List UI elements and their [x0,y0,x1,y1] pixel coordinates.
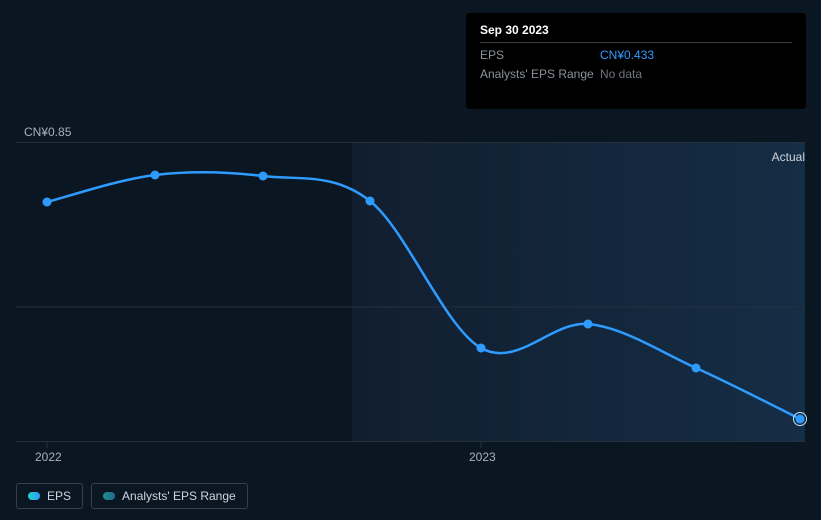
line-chart[interactable] [16,142,805,442]
tooltip-row-range: Analysts' EPS Range No data [480,62,792,81]
legend: EPS Analysts' EPS Range [16,483,248,509]
legend-label: EPS [47,489,71,503]
actual-label: Actual [772,150,805,164]
legend-swatch [28,492,40,500]
tooltip-eps-value: CN¥0.433 [600,48,654,62]
tooltip-range-value: No data [600,67,642,81]
tooltip-eps-label: EPS [480,48,600,62]
data-point[interactable] [692,364,701,373]
data-point[interactable] [477,344,486,353]
data-point[interactable] [43,198,52,207]
legend-item-eps[interactable]: EPS [16,483,83,509]
chart-stage: Sep 30 2023 EPS CN¥0.433 Analysts' EPS R… [0,0,821,520]
y-axis-label-top: CN¥0.85 [24,125,71,139]
data-point[interactable] [584,320,593,329]
legend-swatch [103,492,115,500]
tooltip-date: Sep 30 2023 [480,23,792,43]
data-point[interactable] [151,171,160,180]
data-point[interactable] [259,172,268,181]
tooltip-row-eps: EPS CN¥0.433 [480,43,792,62]
data-point[interactable] [796,415,805,424]
x-axis-label: 2023 [469,450,496,464]
legend-item-analysts-range[interactable]: Analysts' EPS Range [91,483,248,509]
hover-tooltip: Sep 30 2023 EPS CN¥0.433 Analysts' EPS R… [466,13,806,109]
x-axis-label: 2022 [35,450,62,464]
data-point[interactable] [366,197,375,206]
legend-label: Analysts' EPS Range [122,489,236,503]
tooltip-range-label: Analysts' EPS Range [480,67,600,81]
